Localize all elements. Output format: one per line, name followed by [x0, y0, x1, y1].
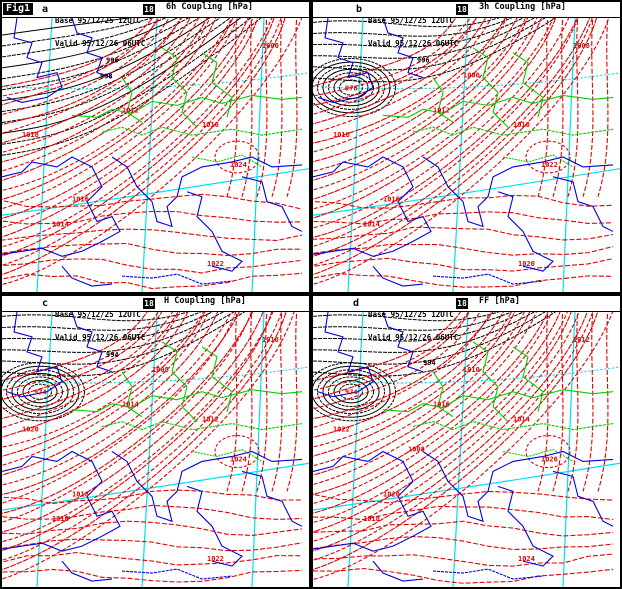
- panel-d-header: d Base 95/12/25 12UTC Valid 95/12/26 06U…: [313, 296, 620, 341]
- panel-letter: a: [42, 4, 49, 15]
- figure-badge: Fig1: [3, 3, 34, 15]
- base-time: Base 95/12/25 12UTC: [55, 16, 141, 25]
- panel-d-map: 1026 1024 1022 1020 1018 1016 1014 1012 1010 1008…: [313, 312, 620, 587]
- contour-label: 1018: [72, 490, 89, 498]
- contour-label: 1024: [230, 161, 247, 169]
- forecast-step-badge: 18: [456, 4, 468, 15]
- pressure-map: 1024 1022 1020 1018 1016 1014 1012 1010 1008 994 9…: [2, 312, 309, 587]
- pressure-map: 1022 1020 1018 1016 1014 1012 1010 1008 1000 996 9…: [313, 18, 620, 292]
- valid-time: Valid 95/12/26 06UTC: [55, 38, 146, 48]
- panel-run-info: Base 95/12/25 12UTC Valid 95/12/26 06UTC: [55, 2, 145, 62]
- contour-label: 1008: [573, 42, 590, 50]
- contour-label: 1014: [52, 221, 69, 229]
- pressure-map: 1024 1022 1018 1016 1014 1012 1010 1000 998 996: [2, 18, 309, 292]
- contour-label: 1022: [207, 555, 224, 563]
- panel-b: b Base 95/12/25 12UTC Valid 95/12/26 06U…: [311, 0, 622, 294]
- panel-c: c Base 95/12/25 12UTC Valid 95/12/26 06U…: [0, 294, 311, 589]
- field-label: H Coupling [hPa]: [164, 296, 246, 306]
- contour-label: 974: [34, 389, 47, 397]
- base-time: Base 95/12/25 12UTC: [368, 310, 454, 319]
- contour-label: 1012: [433, 106, 450, 114]
- forecast-step-badge: 18: [456, 298, 468, 309]
- contour-label: 1020: [383, 490, 400, 498]
- panel-c-header: c Base 95/12/25 12UTC Valid 95/12/26 06U…: [2, 296, 309, 341]
- contour-label: 1010: [513, 121, 530, 129]
- field-label: FF [hPa]: [479, 296, 520, 306]
- contour-label: 1016: [433, 401, 450, 409]
- contour-label: 1012: [202, 416, 219, 424]
- contour-label: 1000: [262, 42, 279, 50]
- contour-label: 1024: [518, 555, 535, 563]
- contour-label: 1010: [262, 336, 279, 344]
- contour-label: 996: [106, 57, 119, 65]
- panel-b-header: b Base 95/12/25 12UTC Valid 95/12/26 06U…: [313, 2, 620, 47]
- base-time: Base 95/12/25 12UTC: [55, 310, 141, 319]
- contour-label: 1016: [383, 196, 400, 204]
- contour-label: 1020: [22, 426, 39, 434]
- contour-label: 1020: [518, 260, 535, 268]
- contour-label: 998: [100, 73, 113, 81]
- contour-label: 1012: [122, 106, 139, 114]
- forecast-step-badge: 18: [143, 298, 155, 309]
- panel-run-info: Base 95/12/25 12UTC Valid 95/12/26 06UTC: [55, 296, 145, 356]
- contour-label: 1022: [207, 260, 224, 268]
- contour-label: 1014: [363, 221, 380, 229]
- contour-label: 1014: [122, 401, 139, 409]
- valid-time: Valid 95/12/26 06UTC: [368, 38, 459, 48]
- contour-label: 1018: [333, 131, 350, 139]
- panel-d: d Base 95/12/25 12UTC Valid 95/12/26 06U…: [311, 294, 622, 589]
- pressure-map: 1026 1024 1022 1020 1018 1016 1014 1012 1010 1008…: [313, 312, 620, 587]
- panel-a-map: 1024 1022 1018 1016 1014 1012 1010 1000 998 996: [2, 18, 309, 292]
- contour-label: 1026: [541, 455, 558, 463]
- contour-label: 1000: [463, 72, 480, 80]
- contour-label: 1008: [408, 446, 425, 454]
- valid-time: Valid 95/12/26 06UTC: [368, 332, 459, 342]
- contour-label: 1010: [202, 121, 219, 129]
- panel-letter: b: [356, 4, 363, 15]
- contour-label: 996: [417, 57, 430, 65]
- panel-letter: c: [42, 298, 49, 309]
- contour-label: 994: [423, 359, 436, 367]
- contour-label: 1010: [463, 366, 480, 374]
- contour-label: 974: [345, 389, 358, 397]
- contour-label: 976: [345, 84, 358, 92]
- panel-b-map: 1022 1020 1018 1016 1014 1012 1010 1008 1000 996 9…: [313, 18, 620, 292]
- panel-letter: d: [353, 298, 360, 309]
- panel-a: Fig1 a Base 95/12/25 12UTC Valid 95/12/2…: [0, 0, 311, 294]
- contour-label: 1016: [52, 515, 69, 523]
- contour-label: 994: [106, 351, 119, 359]
- contour-label: 1018: [22, 131, 39, 139]
- panel-c-map: 1024 1022 1020 1018 1016 1014 1012 1010 1008 994 9…: [2, 312, 309, 587]
- forecast-step-badge: 18: [143, 4, 155, 15]
- field-label: 6h Coupling [hPa]: [166, 2, 253, 12]
- contour-label: 1024: [230, 455, 247, 463]
- panel-run-info: Base 95/12/25 12UTC Valid 95/12/26 06UTC: [368, 2, 458, 62]
- contour-label: 1022: [541, 161, 558, 169]
- contour-label: 1014: [513, 416, 530, 424]
- panel-run-info: Base 95/12/25 12UTC Valid 95/12/26 06UTC: [368, 296, 458, 356]
- base-time: Base 95/12/25 12UTC: [368, 16, 454, 25]
- contour-label: 1016: [72, 196, 89, 204]
- field-label: 3h Coupling [hPa]: [479, 2, 566, 12]
- panel-a-header: Fig1 a Base 95/12/25 12UTC Valid 95/12/2…: [2, 2, 309, 47]
- valid-time: Valid 95/12/26 06UTC: [55, 332, 146, 342]
- contour-label: 1012: [573, 336, 590, 344]
- contour-label: 1008: [152, 366, 169, 374]
- contour-label: 1018: [363, 515, 380, 523]
- contour-label: 1022: [333, 426, 350, 434]
